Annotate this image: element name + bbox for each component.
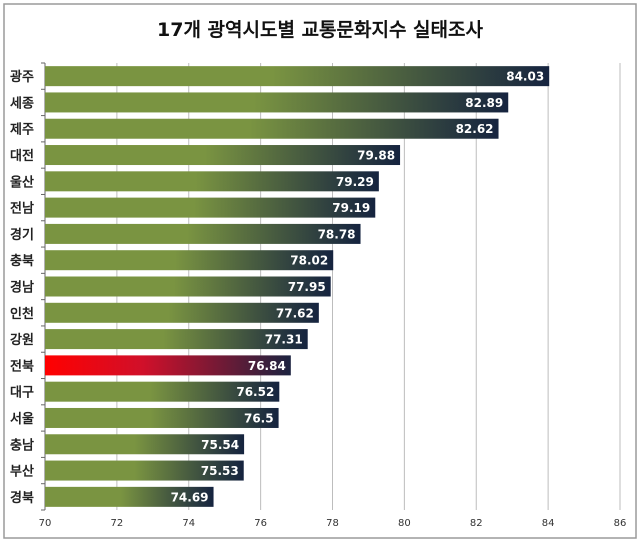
category-label: 광주 bbox=[10, 70, 34, 85]
bar bbox=[45, 486, 214, 507]
bar bbox=[45, 329, 308, 350]
x-tick-label: 84 bbox=[542, 518, 555, 529]
x-tick-label: 80 bbox=[398, 518, 411, 529]
data-label: 75.54 bbox=[201, 438, 239, 452]
category-label: 전남 bbox=[10, 201, 34, 217]
category-label: 제주 bbox=[10, 123, 34, 138]
bar bbox=[45, 197, 376, 218]
data-label: 84.03 bbox=[506, 70, 544, 84]
data-label: 78.78 bbox=[318, 227, 356, 241]
category-label: 경남 bbox=[10, 280, 34, 296]
bar bbox=[45, 145, 401, 166]
bar-highlight bbox=[45, 355, 291, 376]
data-label: 77.95 bbox=[288, 280, 326, 294]
category-label: 울산 bbox=[10, 174, 34, 190]
category-label: 전북 bbox=[10, 358, 34, 374]
x-tick-label: 70 bbox=[39, 518, 52, 529]
x-tick-label: 72 bbox=[111, 518, 124, 529]
x-tick-label: 78 bbox=[326, 518, 339, 529]
data-label: 79.19 bbox=[332, 201, 370, 215]
data-label: 77.31 bbox=[265, 333, 303, 347]
data-label: 76.84 bbox=[248, 359, 286, 373]
bar bbox=[45, 407, 279, 428]
category-label: 충남 bbox=[10, 437, 34, 453]
category-label: 경기 bbox=[10, 227, 34, 243]
data-label: 78.02 bbox=[290, 254, 328, 268]
x-tick-label: 82 bbox=[470, 518, 483, 529]
category-label: 대구 bbox=[10, 386, 34, 401]
category-label: 강원 bbox=[10, 332, 34, 348]
bar bbox=[45, 66, 550, 87]
bar bbox=[45, 92, 509, 113]
data-label: 82.89 bbox=[465, 96, 503, 110]
data-label: 82.62 bbox=[456, 122, 494, 136]
bar bbox=[45, 460, 244, 481]
category-label: 충북 bbox=[10, 253, 34, 269]
data-label: 79.29 bbox=[336, 175, 374, 189]
bar bbox=[45, 276, 331, 297]
data-label: 76.52 bbox=[236, 385, 274, 399]
bar bbox=[45, 223, 361, 244]
x-tick-label: 74 bbox=[182, 518, 195, 529]
data-label: 74.69 bbox=[171, 490, 209, 504]
data-label: 79.88 bbox=[357, 149, 395, 163]
bar bbox=[45, 381, 280, 402]
bar bbox=[45, 118, 499, 139]
bar bbox=[45, 434, 245, 455]
category-label: 세종 bbox=[10, 96, 34, 111]
bar bbox=[45, 250, 334, 271]
chart-title: 17개 광역시도별 교통문화지수 실태조사 bbox=[157, 19, 483, 41]
category-label: 인천 bbox=[10, 306, 34, 322]
category-label: 부산 bbox=[10, 464, 34, 480]
data-label: 77.62 bbox=[276, 306, 314, 320]
data-label: 75.53 bbox=[201, 464, 239, 478]
bar bbox=[45, 302, 319, 323]
category-label: 경북 bbox=[10, 490, 34, 506]
bar bbox=[45, 171, 379, 192]
x-tick-label: 76 bbox=[254, 518, 267, 529]
data-label: 76.5 bbox=[244, 411, 274, 425]
category-label: 서울 bbox=[10, 411, 34, 427]
category-label: 대전 bbox=[10, 148, 34, 164]
x-tick-label: 86 bbox=[614, 518, 627, 529]
